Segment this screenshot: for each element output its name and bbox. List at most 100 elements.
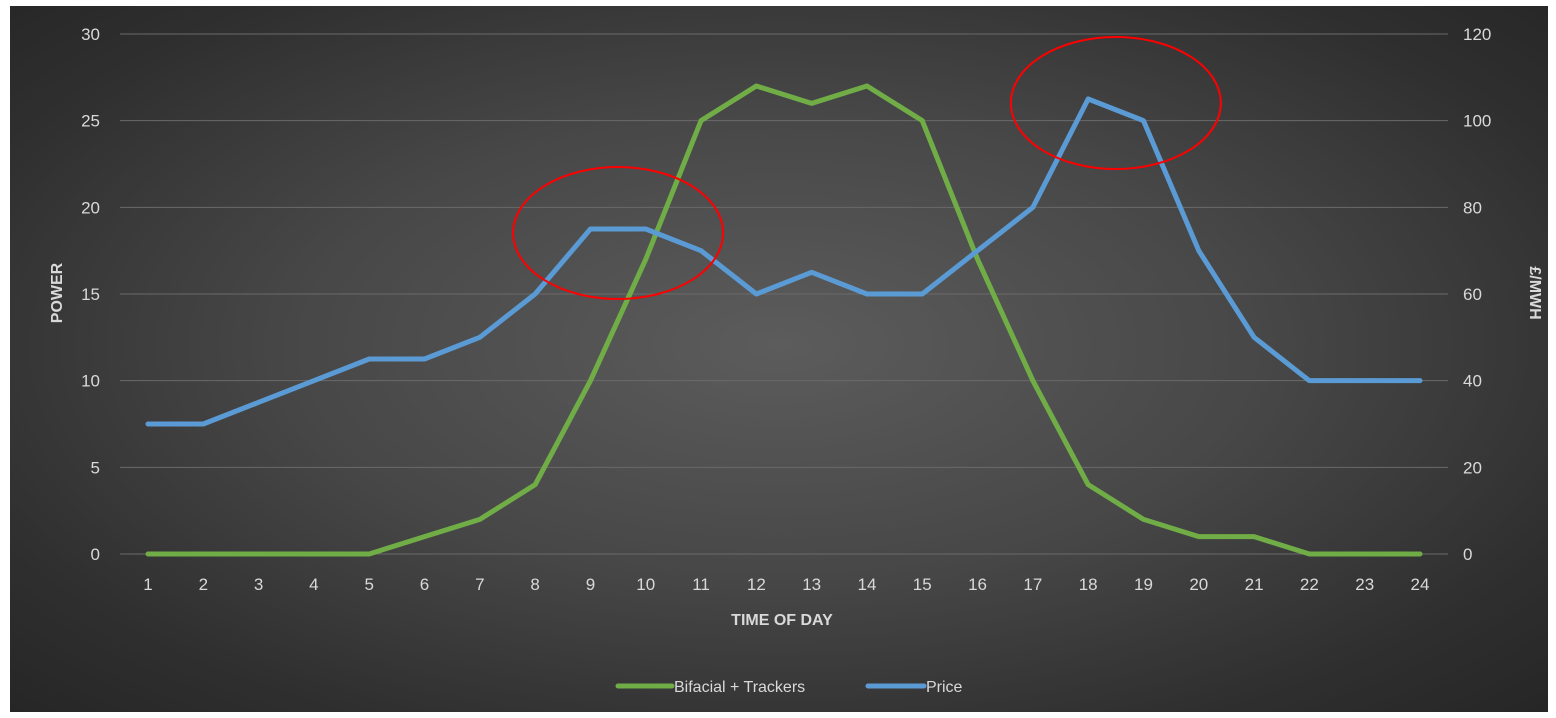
data-point: [975, 248, 980, 253]
data-point: [920, 118, 925, 123]
data-point: [367, 356, 372, 362]
data-point: [1251, 335, 1257, 340]
data-point: [422, 534, 427, 539]
data-point: [532, 291, 538, 297]
data-point: [809, 101, 814, 106]
left-tick-label: 25: [81, 112, 100, 131]
data-point: [1085, 482, 1091, 487]
left-tick-label: 0: [91, 545, 100, 564]
data-point: [809, 270, 814, 275]
right-tick-label: 80: [1463, 198, 1482, 217]
data-point: [588, 226, 593, 232]
data-point: [532, 482, 538, 487]
data-point: [1141, 517, 1146, 522]
data-point: [1362, 551, 1367, 557]
x-axis-ticks: 1 2 3 4 5 6 7 8 9 10 11 12 13 14 15 16 17 18 19 20 21 22 23 24: [143, 575, 1429, 594]
legend: Bifacial + Trackers Price: [615, 679, 963, 696]
x-tick-label: 1: [143, 575, 152, 594]
right-tick-label: 40: [1463, 372, 1482, 391]
data-point: [864, 291, 870, 297]
right-tick-label: 120: [1463, 25, 1491, 44]
annotations: [512, 36, 1222, 300]
right-tick-label: 60: [1463, 285, 1482, 304]
chart-container: 0 5 10 15 20 25 30 0 20 40 60 80 100 120 1 2 3 4 5 6 7 8 9 10…: [10, 6, 1548, 712]
data-point: [1251, 534, 1257, 539]
x-tick-label: 24: [1411, 575, 1430, 594]
data-point: [311, 378, 317, 383]
legend-label-price: Price: [926, 679, 963, 696]
x-tick-label: 20: [1189, 575, 1208, 594]
x-tick-label: 9: [586, 575, 595, 594]
data-point: [422, 356, 427, 362]
left-tick-label: 5: [91, 458, 100, 477]
data-point: [643, 226, 648, 232]
right-axis-ticks: 0 20 40 60 80 100 120: [1463, 25, 1491, 564]
x-tick-label: 17: [1023, 575, 1042, 594]
x-tick-label: 11: [692, 575, 710, 594]
data-point: [698, 118, 704, 123]
data-point: [1417, 378, 1423, 383]
x-tick-label: 6: [420, 575, 429, 594]
highlight-ellipse: [512, 166, 725, 300]
right-tick-label: 0: [1463, 545, 1472, 564]
data-point: [920, 291, 925, 297]
data-point: [754, 83, 759, 89]
x-tick-label: 18: [1079, 575, 1098, 594]
x-tick-label: 7: [475, 575, 484, 594]
x-axis-title: TIME OF DAY: [731, 612, 833, 629]
data-point: [201, 551, 206, 557]
data-point: [1417, 551, 1423, 557]
x-tick-label: 23: [1355, 575, 1374, 594]
data-point: [1030, 205, 1036, 210]
data-point: [975, 257, 980, 262]
right-axis-title: £/MWH: [1526, 266, 1543, 319]
x-tick-label: 19: [1134, 575, 1153, 594]
left-tick-label: 20: [81, 198, 100, 217]
x-tick-label: 8: [530, 575, 539, 594]
x-tick-label: 16: [968, 575, 987, 594]
highlight-ellipse: [1009, 36, 1222, 170]
right-tick-label: 20: [1463, 458, 1482, 477]
data-point: [1307, 378, 1312, 383]
data-point: [864, 83, 870, 89]
x-tick-label: 2: [199, 575, 208, 594]
series-line-price: [145, 96, 1423, 427]
data-point: [201, 421, 206, 427]
data-point: [1362, 378, 1367, 383]
data-point: [1141, 118, 1146, 123]
left-tick-label: 10: [81, 372, 100, 391]
left-tick-label: 15: [81, 285, 100, 304]
data-point: [698, 248, 704, 253]
right-tick-label: 100: [1463, 112, 1491, 131]
x-tick-label: 14: [857, 575, 876, 594]
data-point: [754, 291, 759, 297]
left-axis-ticks: 0 5 10 15 20 25 30: [81, 25, 100, 564]
x-tick-label: 12: [747, 575, 766, 594]
left-axis-title: POWER: [49, 262, 66, 323]
series-lines: [145, 83, 1423, 557]
x-tick-label: 15: [913, 575, 932, 594]
x-tick-label: 4: [309, 575, 318, 594]
data-point: [477, 335, 483, 340]
data-point: [1307, 551, 1312, 557]
data-point: [256, 400, 261, 405]
data-point: [1085, 96, 1091, 102]
x-tick-label: 21: [1245, 575, 1264, 594]
data-point: [311, 551, 317, 557]
data-point: [588, 378, 593, 383]
data-point: [643, 257, 648, 262]
x-tick-label: 22: [1300, 575, 1319, 594]
series-line-bifacial: [145, 83, 1423, 557]
data-point: [477, 517, 483, 522]
left-tick-label: 30: [81, 25, 100, 44]
data-point: [145, 551, 151, 557]
x-tick-label: 3: [254, 575, 263, 594]
data-point: [256, 551, 261, 557]
gridlines: [120, 33, 1448, 555]
data-point: [367, 551, 372, 557]
x-tick-label: 5: [364, 575, 373, 594]
data-point: [1196, 534, 1201, 539]
data-point: [1196, 248, 1201, 253]
data-point: [145, 421, 151, 427]
data-point: [1030, 378, 1036, 383]
